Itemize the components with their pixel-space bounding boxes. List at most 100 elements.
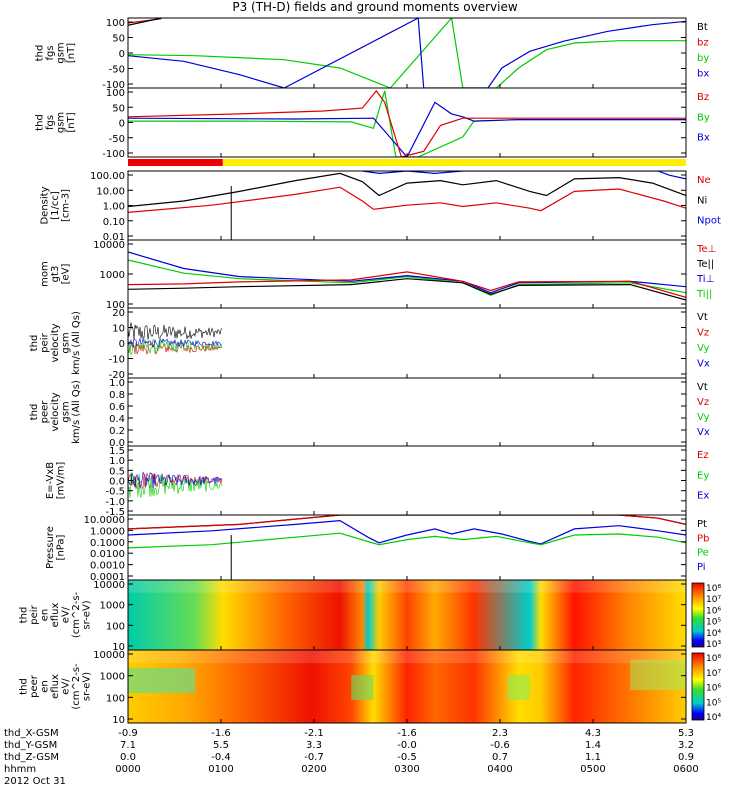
colorbar-tick-label: 10⁴ (706, 713, 721, 723)
y-axis-label: peir (29, 604, 40, 624)
y-axis-label: peer (40, 400, 51, 424)
series-by (128, 18, 686, 88)
y-tick-label: 1.0000 (90, 526, 125, 537)
colorbar-tick-label: 10⁵ (706, 618, 721, 628)
legend-entry: Vt (697, 382, 708, 393)
y-tick-label: 10 (112, 642, 125, 653)
legend-entry: Vx (697, 359, 710, 370)
panel-frame (127, 17, 687, 89)
panel-frame (127, 445, 687, 516)
series-Npot (362, 171, 686, 180)
x-tick-label: 0600 (673, 764, 698, 775)
y-tick-label: 100 (106, 18, 125, 29)
x-tick-label: 3.2 (678, 740, 694, 751)
y-axis-label: Pressure (45, 526, 56, 569)
y-axis-label: (cm^2-s- (71, 663, 82, 710)
y-axis-label: peir (40, 332, 51, 352)
x-tick-label: 0100 (208, 764, 233, 775)
lines-temp (128, 251, 686, 301)
lines-fgs2 (128, 89, 686, 157)
heatmap-band-green (351, 675, 374, 700)
y-tick-label: -10 (109, 355, 125, 366)
legend-entry: Te⊥ (696, 244, 716, 255)
legend-entry: Vz (697, 328, 709, 339)
colorbar-tick-label: 10⁷ (706, 595, 721, 605)
y-axis-label: velocity (50, 323, 61, 362)
legend-entry: Ez (697, 450, 709, 461)
series-noise-Vy (128, 338, 223, 356)
y-tick-label: -1.0 (105, 497, 125, 508)
legend-entry: Npot (697, 216, 721, 227)
y-axis-label: sr-eV) (82, 600, 93, 629)
lines-vi (128, 322, 223, 356)
y-axis-label: eV/ (61, 606, 72, 623)
mode-bar-yellow (222, 159, 687, 166)
legend-entry: Vz (697, 397, 709, 408)
y-tick-label: 0.01 (103, 232, 125, 243)
x-tick-label: -0.5 (397, 752, 417, 763)
y-tick-label: 1.5 (109, 446, 125, 457)
y-tick-label: 0.5 (109, 466, 125, 477)
y-tick-label: 1.0 (109, 378, 125, 389)
legend-entry: Ti|| (696, 289, 712, 300)
colorbar-tick-label: 10⁸ (706, 654, 721, 664)
y-axis-label: thd (29, 404, 40, 421)
y-tick-label: 0.10 (103, 217, 125, 228)
y-tick-label: -1.5 (105, 507, 125, 518)
y-axis-label: eflux (50, 674, 61, 699)
y-tick-label: 10000 (93, 580, 125, 591)
panel-ve: 1.00.80.60.40.20.0 thd peer velocity gsm km/s… (29, 377, 710, 449)
panel-vi: 20 10 0 -10 -20 thd peir velocity gsm km/s (All Q… (29, 307, 710, 381)
y-tick-label: 100 (106, 88, 125, 99)
colorbar (691, 652, 705, 721)
y-tick-label: 0.6 (109, 402, 125, 413)
colorbar-tick-label: 10⁸ (706, 584, 721, 594)
colorbar-tick-label: 10⁷ (706, 669, 721, 679)
x-tick-label: 0500 (580, 764, 605, 775)
panel-frame (127, 87, 687, 158)
legend-entry: Bx (697, 133, 710, 144)
heatmap-band-green (630, 660, 686, 690)
legend-entry: Pt (697, 519, 707, 530)
y-axis-label: sr-eV) (82, 672, 93, 701)
panel-temp: 10000 1000 100 mom gt3 [eV] Te⊥ Te|| Ti⊥ Ti|| (40, 239, 716, 311)
x-tick-label: -0.9 (118, 728, 138, 739)
y-axis-label: [cm-3] (61, 189, 72, 222)
y-axis-label: (cm^2-s- (71, 591, 82, 638)
y-tick-label: 0.0 (109, 438, 125, 449)
y-axis-label: velocity (50, 392, 61, 431)
chart-title: P3 (TH-D) fields and ground moments over… (232, 0, 518, 14)
lines-fgs (128, 18, 686, 88)
x-tick-label: 0.7 (492, 752, 508, 763)
colorbar-tick-label: 10⁶ (706, 606, 721, 616)
x-tick-label: 0.0 (120, 752, 136, 763)
x-axis-row-label: thd_Z-GSM (4, 752, 59, 763)
y-tick-label: 20 (112, 308, 125, 319)
panel-density: 100.00 10.00 1.00 0.10 0.01 Density [1/cc] [cm-… (40, 170, 721, 243)
y-tick-label: 1.0 (109, 456, 125, 467)
y-tick-label: 0.0001 (90, 572, 125, 583)
x-tick-label: 5.5 (213, 740, 229, 751)
y-axis-label: eV/ (61, 678, 72, 695)
legend-entry: Vx (697, 427, 710, 438)
y-tick-label: -0.5 (105, 487, 125, 498)
y-axis-label: thd (34, 114, 45, 131)
series-Bx (128, 101, 686, 157)
y-tick-label: 100 (106, 693, 125, 704)
legend-entry: Bt (697, 22, 708, 33)
y-axis-label: km/s (All Qs) (71, 311, 82, 375)
panel-fgs: 100 50 0 -50 -100 thd fgs gsm [nT] Bt bz by bx (34, 17, 709, 91)
y-tick-label: 0 (119, 49, 125, 60)
y-axis-label: E=-VxB (45, 462, 56, 499)
x-tick-label: -0.6 (490, 740, 510, 751)
y-tick-label: -100 (102, 149, 125, 160)
y-axis-label: [1/cc] (50, 191, 61, 220)
y-axis-label: km/s (All Qs) (71, 380, 82, 444)
y-tick-label: -50 (109, 134, 125, 145)
y-tick-label: 0 (119, 339, 125, 350)
y-tick-label: 1000 (100, 601, 125, 612)
x-tick-label: 5.3 (678, 728, 694, 739)
legend-entry: Ti⊥ (696, 274, 714, 285)
x-tick-label: 1.1 (585, 752, 601, 763)
legend-entry: Ne (697, 175, 711, 186)
